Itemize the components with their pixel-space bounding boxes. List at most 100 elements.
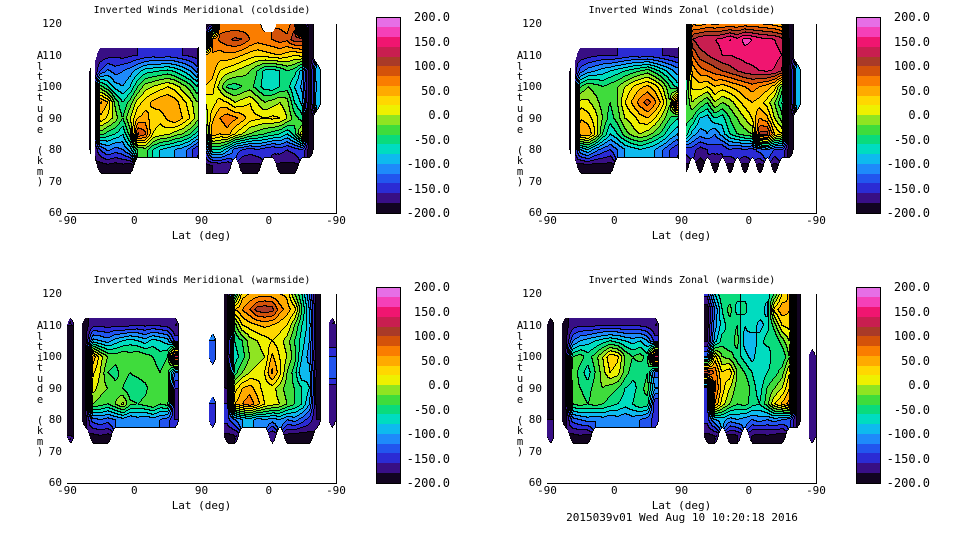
- y-tick-label: 60: [48, 476, 62, 489]
- x-tick-label: 0: [745, 214, 753, 227]
- colorbar-band: [377, 404, 400, 415]
- y-tick-label: 80: [48, 143, 62, 156]
- colorbar-band: [377, 385, 400, 395]
- contour-plot-canvas: [547, 24, 816, 213]
- colorbar-band: [377, 85, 400, 96]
- colorbar-tick-label: -100.0: [886, 427, 930, 441]
- x-tick-label: 0: [265, 214, 273, 227]
- colorbar-band: [377, 472, 400, 483]
- colorbar-band: [857, 433, 880, 444]
- y-tick-label: 110: [522, 318, 542, 332]
- colorbar-tick-label: -200.0: [406, 476, 450, 490]
- colorbar-band: [377, 173, 400, 184]
- colorbar-band: [857, 355, 880, 366]
- colorbar-band: [377, 56, 400, 67]
- colorbar-band: [857, 46, 880, 57]
- x-tick-label: -90: [57, 484, 77, 497]
- x-axis-label: Lat (deg): [171, 499, 232, 512]
- panel-title: Inverted Winds Zonal (coldside): [588, 5, 776, 16]
- colorbar-band: [857, 336, 880, 346]
- colorbar-tick-label: 50.0: [901, 353, 930, 368]
- colorbar-band: [377, 154, 400, 164]
- colorbar-band: [857, 394, 880, 405]
- colorbar-tick-label: -50.0: [413, 402, 450, 417]
- colorbar-band: [377, 453, 400, 463]
- x-tick-label: -90: [537, 214, 557, 227]
- colorbar-band: [377, 414, 400, 424]
- panel-meridional-coldside: Inverted Winds Meridional (coldside) Lat…: [0, 0, 480, 270]
- colorbar-tick-label: 200.0: [893, 10, 930, 24]
- colorbar-band: [377, 193, 400, 203]
- y-tick-label: 110: [522, 48, 542, 62]
- colorbar-band: [377, 365, 400, 376]
- panel-title: Inverted Winds Meridional (warmside): [93, 275, 311, 286]
- colorbar-tick-label: 0.0: [908, 378, 930, 392]
- colorbar-band: [377, 95, 400, 106]
- y-tick-label: 90: [528, 111, 542, 125]
- colorbar-tick-label: -200.0: [886, 476, 930, 490]
- colorbar-band: [857, 66, 880, 76]
- colorbar-band: [377, 124, 400, 135]
- colorbar-band: [857, 183, 880, 193]
- x-tick-label: -90: [806, 484, 826, 497]
- y-tick-label: 100: [42, 80, 62, 93]
- colorbar-tick-label: -150.0: [406, 451, 450, 466]
- colorbar-tick-label: 100.0: [413, 59, 450, 73]
- colorbar-band: [857, 443, 880, 454]
- colorbar-band: [857, 472, 880, 483]
- colorbar-band: [857, 404, 880, 415]
- colorbar-band: [377, 134, 400, 145]
- colorbar-band: [857, 346, 880, 356]
- y-axis-label: A l t i t u d e ( k m ): [36, 50, 44, 188]
- x-tick-label: 90: [194, 484, 209, 497]
- colorbar-band: [377, 105, 400, 115]
- colorbar-band: [377, 183, 400, 193]
- colorbar-band: [857, 56, 880, 67]
- y-tick-label: 100: [42, 350, 62, 363]
- colorbar-tick-label: -50.0: [893, 402, 930, 417]
- y-tick-label: 80: [528, 413, 542, 426]
- y-tick-label: 80: [528, 143, 542, 156]
- x-tick-label: 90: [194, 214, 209, 227]
- x-tick-label: -90: [537, 484, 557, 497]
- colorbar-tick-label: 150.0: [413, 304, 450, 319]
- colorbar-band: [857, 134, 880, 145]
- colorbar-band: [857, 17, 880, 28]
- x-tick-label: 0: [610, 214, 618, 227]
- x-tick-label: 0: [745, 484, 753, 497]
- colorbar-band: [377, 375, 400, 385]
- colorbar-tick-label: 150.0: [893, 304, 930, 319]
- y-tick-label: 110: [42, 48, 62, 62]
- colorbar-band: [377, 336, 400, 346]
- colorbar-tick-label: -200.0: [406, 206, 450, 220]
- y-tick-label: 70: [48, 444, 62, 458]
- colorbar-tick-label: 50.0: [421, 353, 450, 368]
- panel-zonal-coldside: Inverted Winds Zonal (coldside) Lat (deg…: [480, 0, 960, 270]
- panel-title: Inverted Winds Zonal (warmside): [588, 275, 776, 286]
- panel-meridional-warmside: Inverted Winds Meridional (warmside) Lat…: [0, 270, 480, 540]
- colorbar-band: [377, 27, 400, 37]
- y-tick-label: 60: [528, 206, 542, 219]
- timestamp-annotation: 2015039v01 Wed Aug 10 10:20:18 2016: [566, 511, 798, 524]
- colorbar-tick-label: 0.0: [428, 378, 450, 392]
- colorbar-band: [377, 463, 400, 473]
- colorbar-tick-label: -100.0: [886, 157, 930, 171]
- colorbar-band: [377, 115, 400, 125]
- colorbar-tick-label: 50.0: [901, 83, 930, 98]
- colorbar-tick-label: 200.0: [413, 280, 450, 294]
- colorbar-band: [857, 316, 880, 327]
- colorbar-band: [857, 193, 880, 203]
- colorbar-tick-label: 100.0: [893, 59, 930, 73]
- colorbar-band: [857, 463, 880, 473]
- colorbar-band: [377, 346, 400, 356]
- panel-title: Inverted Winds Meridional (coldside): [93, 5, 311, 16]
- colorbar-tick-label: 150.0: [893, 34, 930, 49]
- y-tick-label: 120: [522, 17, 542, 30]
- colorbar-band: [377, 316, 400, 327]
- colorbar-tick-label: -50.0: [413, 132, 450, 147]
- y-tick-label: 120: [42, 17, 62, 30]
- colorbar-band: [377, 394, 400, 405]
- colorbar-band: [377, 287, 400, 298]
- y-axis-label: A l t i t u d e ( k m ): [516, 320, 524, 458]
